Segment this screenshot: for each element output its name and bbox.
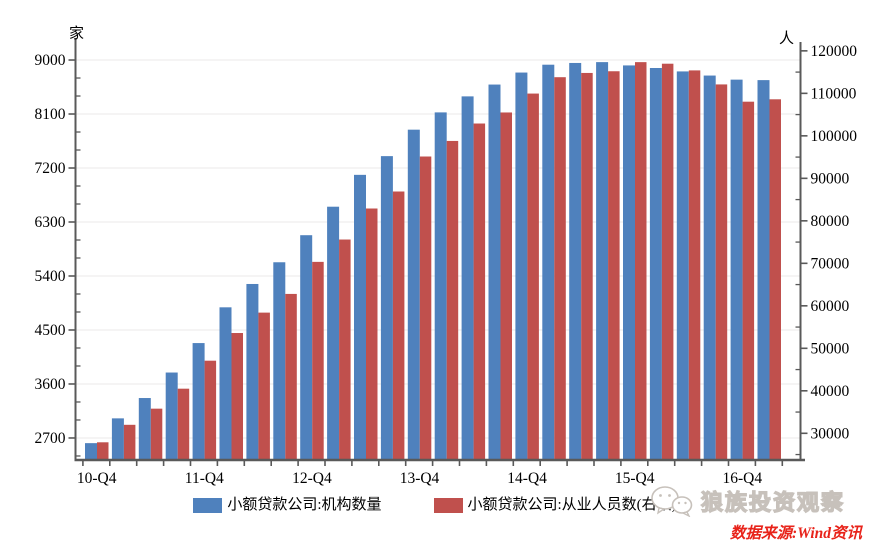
- bar-employees-15-Q2: [581, 72, 593, 459]
- left-axis-tick-label: 7200: [35, 160, 66, 177]
- bar-employees-13-Q3: [392, 191, 405, 459]
- bar-institutions-16-Q4: [730, 79, 743, 459]
- right-axis-tick-label: 80000: [811, 213, 850, 230]
- bar-employees-11-Q1: [123, 424, 136, 459]
- bar-institutions-13-Q2: [354, 174, 366, 460]
- bar-employees-12-Q2: [258, 312, 270, 459]
- data-source-note: 数据来源:Wind资讯: [729, 525, 862, 542]
- bar-institutions-14-Q2: [461, 96, 474, 460]
- bar-employees-16-Q3: [715, 84, 728, 460]
- bar-institutions-10-Q4: [85, 443, 97, 459]
- bar-institutions-14-Q3: [488, 84, 501, 459]
- bar-institutions-11-Q4: [192, 343, 205, 459]
- bar-employees-17-Q1: [769, 99, 781, 459]
- x-axis-tick-label: 15-Q4: [615, 470, 655, 487]
- bar-institutions-13-Q4: [407, 129, 420, 459]
- bar-employees-16-Q4: [742, 101, 755, 459]
- bar-institutions-16-Q3: [703, 75, 716, 459]
- left-axis-tick-label: 6300: [35, 214, 66, 231]
- bar-employees-15-Q1: [554, 77, 566, 460]
- bar-employees-14-Q2: [473, 123, 486, 459]
- x-axis-tick-label: 12-Q4: [292, 470, 332, 487]
- bar-employees-11-Q2: [150, 408, 163, 459]
- bar-institutions-11-Q2: [138, 398, 151, 459]
- bar-institutions-14-Q1: [434, 112, 447, 459]
- legend-label-institutions: 小额贷款公司:机构数量: [227, 497, 382, 513]
- watermark: 狼族投资观察: [649, 485, 845, 517]
- bar-employees-13-Q4: [419, 156, 432, 459]
- bar-employees-13-Q2: [366, 208, 378, 459]
- right-axis-tick-label: 120000: [811, 43, 858, 60]
- bar-employees-16-Q1: [661, 63, 674, 460]
- left-axis-unit-label: 家: [69, 26, 85, 42]
- bar-employees-10-Q4: [97, 442, 109, 459]
- right-axis-tick-label: 30000: [811, 425, 850, 442]
- bar-institutions-16-Q2: [676, 71, 689, 459]
- bar-employees-15-Q4: [635, 62, 647, 459]
- legend-item-institutions: 小额贷款公司:机构数量: [193, 497, 382, 513]
- bar-employees-15-Q3: [608, 71, 620, 459]
- left-axis-tick-label: 2700: [35, 430, 66, 447]
- x-axis-tick-label: 13-Q4: [400, 470, 440, 487]
- legend-swatch-blue: [193, 497, 223, 513]
- legend-swatch-red: [433, 497, 463, 513]
- legend-label-employees: 小额贷款公司:从业人员数(右轴): [467, 497, 677, 513]
- bar-institutions-16-Q1: [649, 67, 662, 460]
- x-axis-tick-label: 14-Q4: [507, 470, 547, 487]
- bar-institutions-17-Q1: [757, 80, 770, 459]
- bar-institutions-13-Q1: [327, 206, 340, 459]
- bar-employees-16-Q2: [688, 70, 701, 460]
- right-axis-unit-label: 人: [779, 31, 795, 47]
- right-axis-tick-label: 110000: [811, 85, 857, 102]
- x-axis-tick-label: 10-Q4: [77, 470, 117, 487]
- right-axis-tick-label: 70000: [811, 255, 850, 272]
- bar-employees-11-Q4: [204, 360, 217, 459]
- legend-item-employees: 小额贷款公司:从业人员数(右轴): [433, 497, 677, 513]
- bar-institutions-15-Q4: [623, 65, 635, 459]
- left-axis-tick-label: 8100: [35, 106, 66, 123]
- x-axis-tick-label: 16-Q4: [722, 470, 762, 487]
- bar-employees-13-Q1: [339, 239, 351, 459]
- right-axis-tick-label: 50000: [811, 340, 850, 357]
- right-axis-tick-label: 90000: [811, 170, 850, 187]
- bar-institutions-11-Q1: [111, 418, 124, 459]
- bar-institutions-15-Q3: [596, 62, 609, 460]
- legend: 小额贷款公司:机构数量 小额贷款公司:从业人员数(右轴): [0, 497, 870, 513]
- left-axis-tick-label: 9000: [35, 52, 66, 69]
- bar-employees-14-Q1: [446, 140, 459, 459]
- bar-institutions-12-Q1: [219, 307, 232, 459]
- bar-institutions-11-Q3: [165, 372, 178, 459]
- bar-institutions-12-Q2: [246, 283, 259, 459]
- bar-institutions-12-Q3: [273, 262, 286, 459]
- bar-institutions-12-Q4: [300, 235, 313, 459]
- bar-employees-14-Q3: [500, 112, 512, 459]
- bar-employees-12-Q4: [312, 261, 324, 459]
- bar-employees-12-Q3: [285, 293, 297, 459]
- bar-institutions-14-Q4: [515, 72, 528, 459]
- bar-employees-14-Q4: [527, 93, 539, 459]
- right-axis-tick-label: 60000: [811, 298, 850, 315]
- x-axis-tick-label: 11-Q4: [185, 470, 224, 487]
- left-axis-tick-label: 4500: [35, 322, 66, 339]
- left-axis-tick-label: 3600: [35, 376, 66, 393]
- bar-employees-12-Q1: [231, 333, 243, 459]
- bar-institutions-15-Q1: [542, 64, 555, 459]
- bar-institutions-15-Q2: [569, 62, 582, 459]
- left-axis-tick-label: 5400: [35, 268, 66, 285]
- wechat-icon: [651, 486, 693, 517]
- watermark-label: 狼族投资观察: [700, 489, 846, 515]
- bar-institutions-13-Q3: [380, 156, 393, 459]
- right-axis-tick-label: 100000: [811, 128, 858, 145]
- right-axis-tick-label: 40000: [811, 383, 850, 400]
- bar-employees-11-Q3: [177, 388, 190, 459]
